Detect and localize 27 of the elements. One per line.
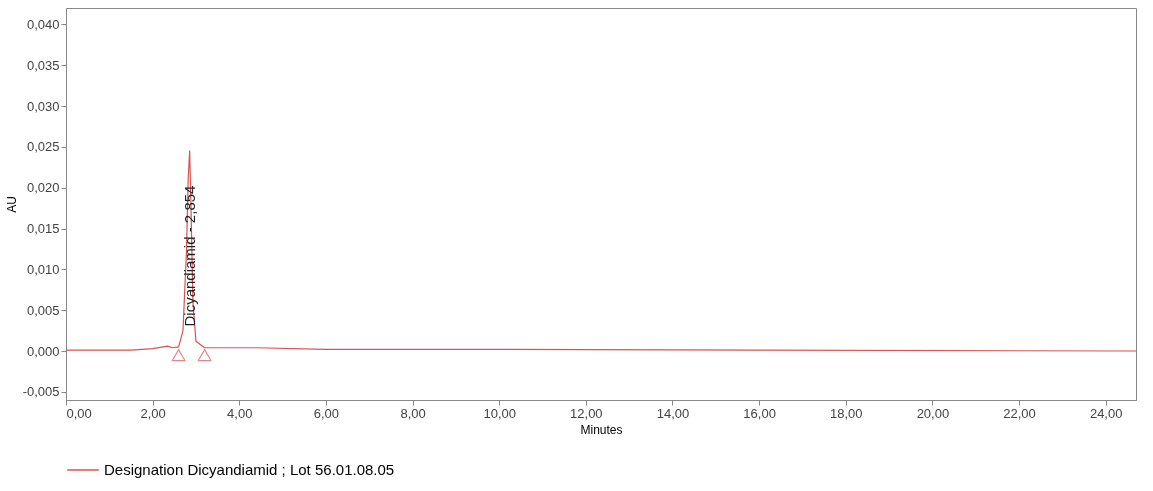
y-tick-label: 0,005: [26, 302, 60, 318]
y-tick-label: 0,040: [26, 16, 60, 32]
x-tick-label: 10,00: [483, 405, 516, 421]
x-tick-label: 16,00: [743, 405, 776, 421]
x-tick-label: 24,00: [1089, 405, 1123, 421]
y-tick-label: -0,005: [22, 384, 60, 400]
annotation: Dicyandiamid - 2,854: [180, 185, 198, 327]
legend-label: Designation Dicyandiamid ; Lot 56.01.08.05: [104, 461, 395, 478]
y-axis-title: AU: [4, 196, 19, 213]
x-tick-label: 20,00: [916, 405, 950, 421]
x-tick-label: 4,00: [227, 405, 253, 421]
y-tick-label: 0,010: [26, 261, 60, 277]
x-tick-label: 0,00: [66, 405, 92, 421]
x-tick-label: 2,00: [140, 405, 166, 421]
y-tick-label: 0,025: [26, 139, 60, 155]
x-tick-label: 18,00: [829, 405, 863, 421]
x-tick-label: 14,00: [656, 405, 690, 421]
x-axis-title: Minutes: [580, 422, 623, 437]
y-tick-label: 0,015: [26, 221, 60, 236]
y-tick-label: 0,020: [26, 180, 60, 196]
x-tick-label: 12,00: [570, 405, 603, 421]
x-tick-label: 22,00: [1003, 405, 1036, 421]
x-tick-label: 8,00: [400, 405, 426, 421]
x-tick-label: 6,00: [313, 405, 340, 421]
y-tick-label: 0,035: [26, 57, 60, 73]
y-tick-label: 0,030: [26, 98, 60, 114]
y-tick-label: 0,000: [26, 343, 60, 359]
